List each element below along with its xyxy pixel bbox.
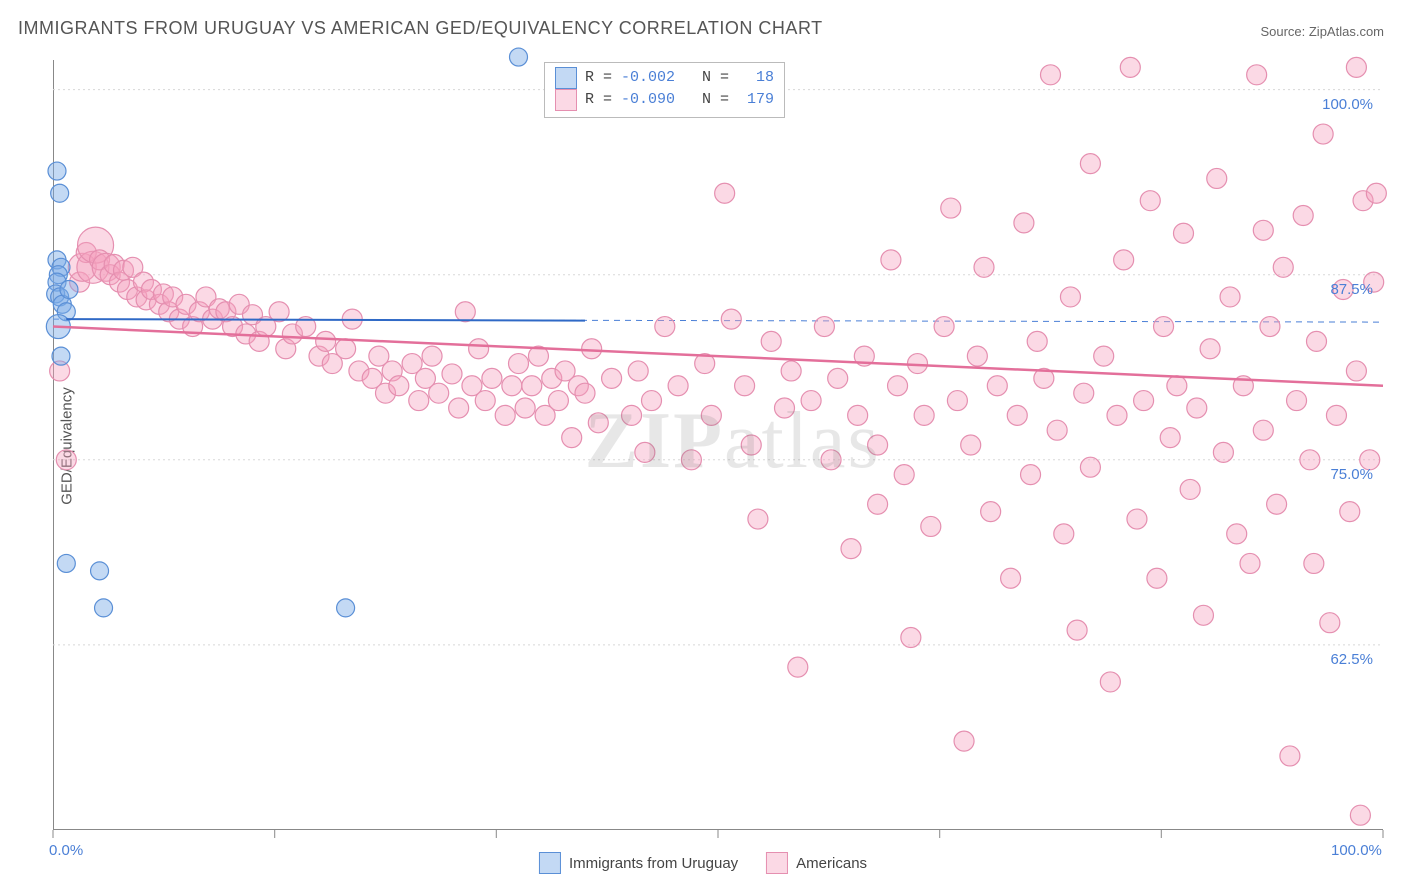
y-tick-label: 75.0% (1313, 466, 1373, 483)
y-tick-label: 100.0% (1313, 96, 1373, 113)
x-tick-label: 0.0% (49, 842, 83, 859)
source-attribution: Source: ZipAtlas.com (1260, 24, 1384, 39)
legend-label: Immigrants from Uruguay (569, 855, 738, 872)
legend-swatch (555, 89, 577, 111)
legend-stat-row: R = -0.002 N = 18 (555, 67, 774, 89)
legend-item: Immigrants from Uruguay (539, 852, 738, 874)
legend-swatch (555, 67, 577, 89)
legend-stat-row: R = -0.090 N = 179 (555, 89, 774, 111)
legend-swatch (539, 852, 561, 874)
chart-title: IMMIGRANTS FROM URUGUAY VS AMERICAN GED/… (18, 18, 823, 39)
legend-swatch (766, 852, 788, 874)
scatter-plot (53, 60, 1383, 830)
series-legend: Immigrants from Uruguay Americans (539, 852, 867, 874)
correlation-legend: R = -0.002 N = 18R = -0.090 N = 179 (544, 62, 785, 118)
legend-label: Americans (796, 855, 867, 872)
y-tick-label: 87.5% (1313, 281, 1373, 298)
legend-item: Americans (766, 852, 867, 874)
y-tick-label: 62.5% (1313, 651, 1373, 668)
x-tick-label: 100.0% (1331, 842, 1382, 859)
